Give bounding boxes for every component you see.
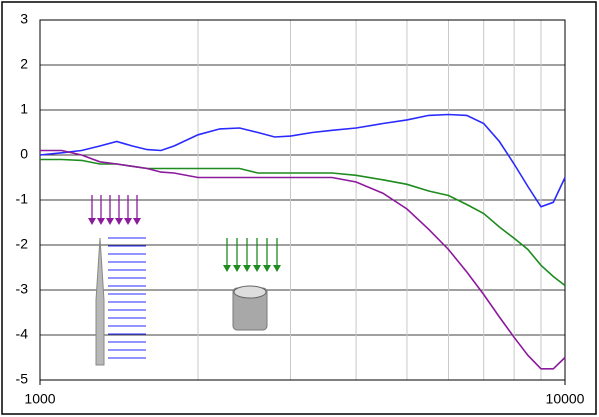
arrows-green [223, 238, 281, 272]
y-tick-label: -1 [16, 191, 29, 207]
y-tick-label: -3 [16, 281, 29, 297]
probe [95, 237, 105, 366]
arrows-side [108, 237, 146, 359]
arrows-top [88, 195, 141, 225]
y-tick-label: -5 [16, 371, 29, 387]
series-line [40, 149, 566, 370]
series-line [39, 113, 566, 208]
y-tick-label: 3 [20, 11, 28, 27]
illustration [88, 195, 281, 366]
y-tick-label: 2 [20, 56, 28, 72]
y-tick-label: -4 [16, 326, 29, 342]
y-tick-label: -2 [16, 236, 29, 252]
x-tick-label: 10000 [546, 391, 585, 407]
x-tick-label: 1000 [24, 391, 55, 407]
plot-area [39, 19, 566, 381]
y-tick-label: 1 [20, 101, 28, 117]
y-tick-label: 0 [20, 146, 28, 162]
microphone-grid [233, 285, 267, 299]
